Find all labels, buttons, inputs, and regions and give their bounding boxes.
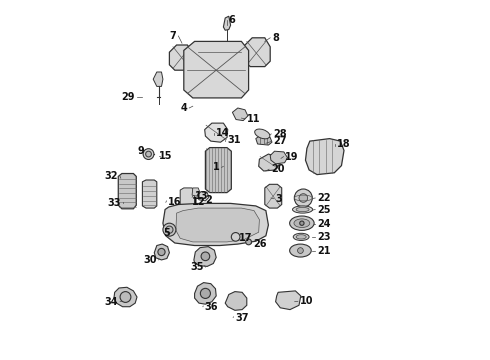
Text: 7: 7	[170, 31, 176, 41]
Polygon shape	[259, 154, 280, 171]
Circle shape	[146, 151, 151, 157]
Text: 19: 19	[285, 152, 299, 162]
Ellipse shape	[290, 244, 311, 257]
Polygon shape	[176, 208, 259, 242]
Text: 4: 4	[181, 103, 187, 113]
Polygon shape	[223, 16, 231, 30]
Text: 23: 23	[317, 232, 330, 242]
Text: 6: 6	[229, 15, 236, 25]
Polygon shape	[114, 287, 137, 307]
Polygon shape	[153, 72, 163, 86]
Text: 9: 9	[138, 146, 144, 156]
Polygon shape	[118, 174, 136, 209]
Polygon shape	[225, 292, 247, 310]
Text: 21: 21	[317, 246, 330, 256]
Polygon shape	[192, 188, 200, 196]
Text: 22: 22	[317, 193, 330, 203]
Text: 16: 16	[168, 197, 181, 207]
Text: 1: 1	[213, 162, 220, 172]
Text: 14: 14	[216, 128, 230, 138]
Polygon shape	[256, 136, 272, 145]
Text: 31: 31	[227, 135, 241, 145]
Text: 10: 10	[300, 296, 313, 306]
Ellipse shape	[293, 206, 313, 213]
Circle shape	[300, 221, 304, 225]
Polygon shape	[205, 123, 228, 142]
Circle shape	[166, 226, 173, 233]
Ellipse shape	[290, 216, 314, 230]
Text: 30: 30	[143, 255, 157, 265]
Text: 33: 33	[107, 198, 121, 208]
Text: 2: 2	[205, 195, 212, 205]
Text: 34: 34	[105, 297, 118, 307]
Text: 18: 18	[337, 139, 350, 149]
Circle shape	[200, 288, 210, 298]
Polygon shape	[197, 192, 209, 201]
Text: 20: 20	[271, 164, 284, 174]
Text: 8: 8	[272, 33, 279, 43]
Text: 26: 26	[253, 239, 267, 249]
Polygon shape	[305, 139, 344, 175]
Circle shape	[120, 292, 131, 302]
Text: 15: 15	[159, 151, 172, 161]
Circle shape	[294, 189, 312, 207]
Text: 29: 29	[122, 92, 135, 102]
Circle shape	[297, 248, 303, 253]
Polygon shape	[163, 203, 269, 246]
Circle shape	[231, 233, 240, 241]
Circle shape	[158, 248, 165, 256]
Ellipse shape	[296, 235, 306, 239]
Polygon shape	[275, 291, 301, 310]
Text: 11: 11	[247, 114, 260, 124]
Text: 28: 28	[273, 129, 287, 139]
Circle shape	[143, 149, 154, 159]
Circle shape	[245, 239, 251, 245]
Polygon shape	[143, 180, 157, 208]
Text: 13: 13	[195, 191, 208, 201]
Polygon shape	[154, 244, 170, 260]
Text: 17: 17	[239, 233, 252, 243]
Polygon shape	[265, 184, 282, 208]
Polygon shape	[180, 188, 195, 208]
Polygon shape	[194, 247, 216, 266]
Circle shape	[163, 223, 176, 236]
Polygon shape	[205, 148, 231, 193]
Text: 24: 24	[317, 219, 330, 229]
Polygon shape	[195, 283, 216, 304]
Ellipse shape	[293, 233, 309, 240]
Polygon shape	[270, 151, 288, 164]
Text: 5: 5	[164, 228, 171, 238]
Text: 35: 35	[190, 262, 204, 272]
Polygon shape	[170, 45, 193, 70]
Text: 12: 12	[192, 197, 206, 207]
Text: 27: 27	[273, 136, 287, 147]
Ellipse shape	[296, 207, 309, 212]
Ellipse shape	[255, 129, 270, 139]
Text: 3: 3	[275, 194, 282, 204]
Ellipse shape	[294, 219, 310, 228]
Text: 25: 25	[317, 204, 330, 215]
Text: 37: 37	[235, 312, 248, 323]
Polygon shape	[184, 41, 248, 98]
Polygon shape	[243, 38, 270, 67]
Text: 36: 36	[205, 302, 218, 312]
Text: 32: 32	[105, 171, 118, 181]
Polygon shape	[232, 108, 248, 121]
Circle shape	[299, 194, 308, 202]
Circle shape	[201, 252, 210, 261]
